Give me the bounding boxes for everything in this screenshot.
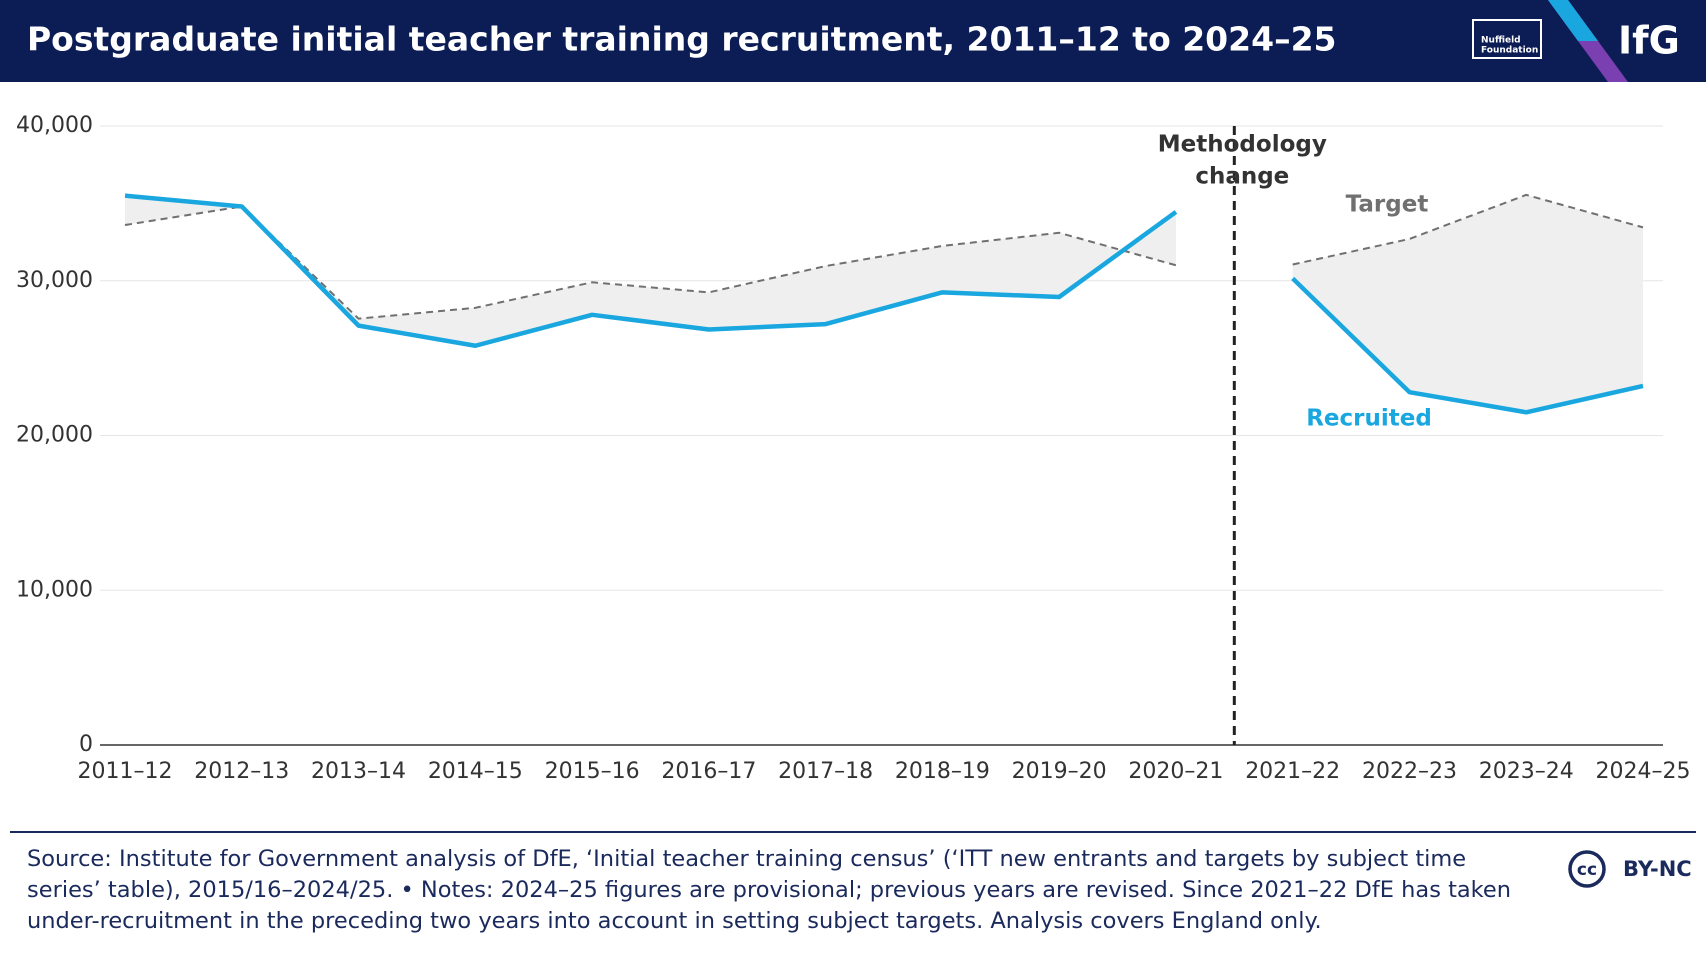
series-label: Target [1346, 192, 1429, 218]
chart-title: Postgraduate initial teacher training re… [27, 20, 1337, 59]
series-line [1291, 276, 1644, 415]
nuffield-logo-box [1472, 19, 1542, 59]
x-tick-label: 2022–23 [1362, 759, 1457, 784]
source-note: Source: Institute for Government analysi… [27, 846, 1512, 934]
gap-area [1292, 194, 1643, 413]
gap-area [125, 195, 1176, 346]
y-tick-label: 20,000 [16, 423, 93, 448]
y-tick-label: 10,000 [16, 577, 93, 602]
y-tick-label: 40,000 [16, 113, 93, 138]
cc-badge-text: cc [1577, 860, 1597, 880]
logo-stripe [1548, 0, 1598, 41]
series-label: Recruited [1306, 406, 1432, 432]
header-bar [0, 0, 1706, 82]
x-tick-label: 2015–16 [545, 759, 640, 784]
series-line [1292, 193, 1644, 266]
x-tick-label: 2023–24 [1479, 759, 1574, 784]
y-tick-label: 30,000 [16, 268, 93, 293]
annotation-text: change [1195, 164, 1289, 190]
x-tick-label: 2014–15 [428, 759, 523, 784]
ifg-logo: IfG [1618, 19, 1680, 63]
annotation-text: Methodology [1158, 132, 1327, 158]
license: BY-NC [1623, 857, 1692, 881]
series-line [124, 193, 1178, 348]
cc-badge [1568, 850, 1606, 888]
y-tick-label: 0 [79, 732, 93, 757]
x-tick-label: 2019–20 [1012, 759, 1107, 784]
x-tick-label: 2011–12 [78, 759, 173, 784]
x-tick-label: 2021–22 [1245, 759, 1340, 784]
x-tick-label: 2024–25 [1596, 759, 1691, 784]
x-tick-label: 2013–14 [311, 759, 406, 784]
x-tick-label: 2016–17 [661, 759, 756, 784]
nuffield-logo-text: Nuffield [1481, 36, 1521, 46]
nuffield-logo-text: Foundation [1481, 46, 1538, 56]
x-tick-label: 2012–13 [194, 759, 289, 784]
x-tick-label: 2017–18 [778, 759, 873, 784]
x-tick-label: 2020–21 [1128, 759, 1223, 784]
x-tick-label: 2018–19 [895, 759, 990, 784]
